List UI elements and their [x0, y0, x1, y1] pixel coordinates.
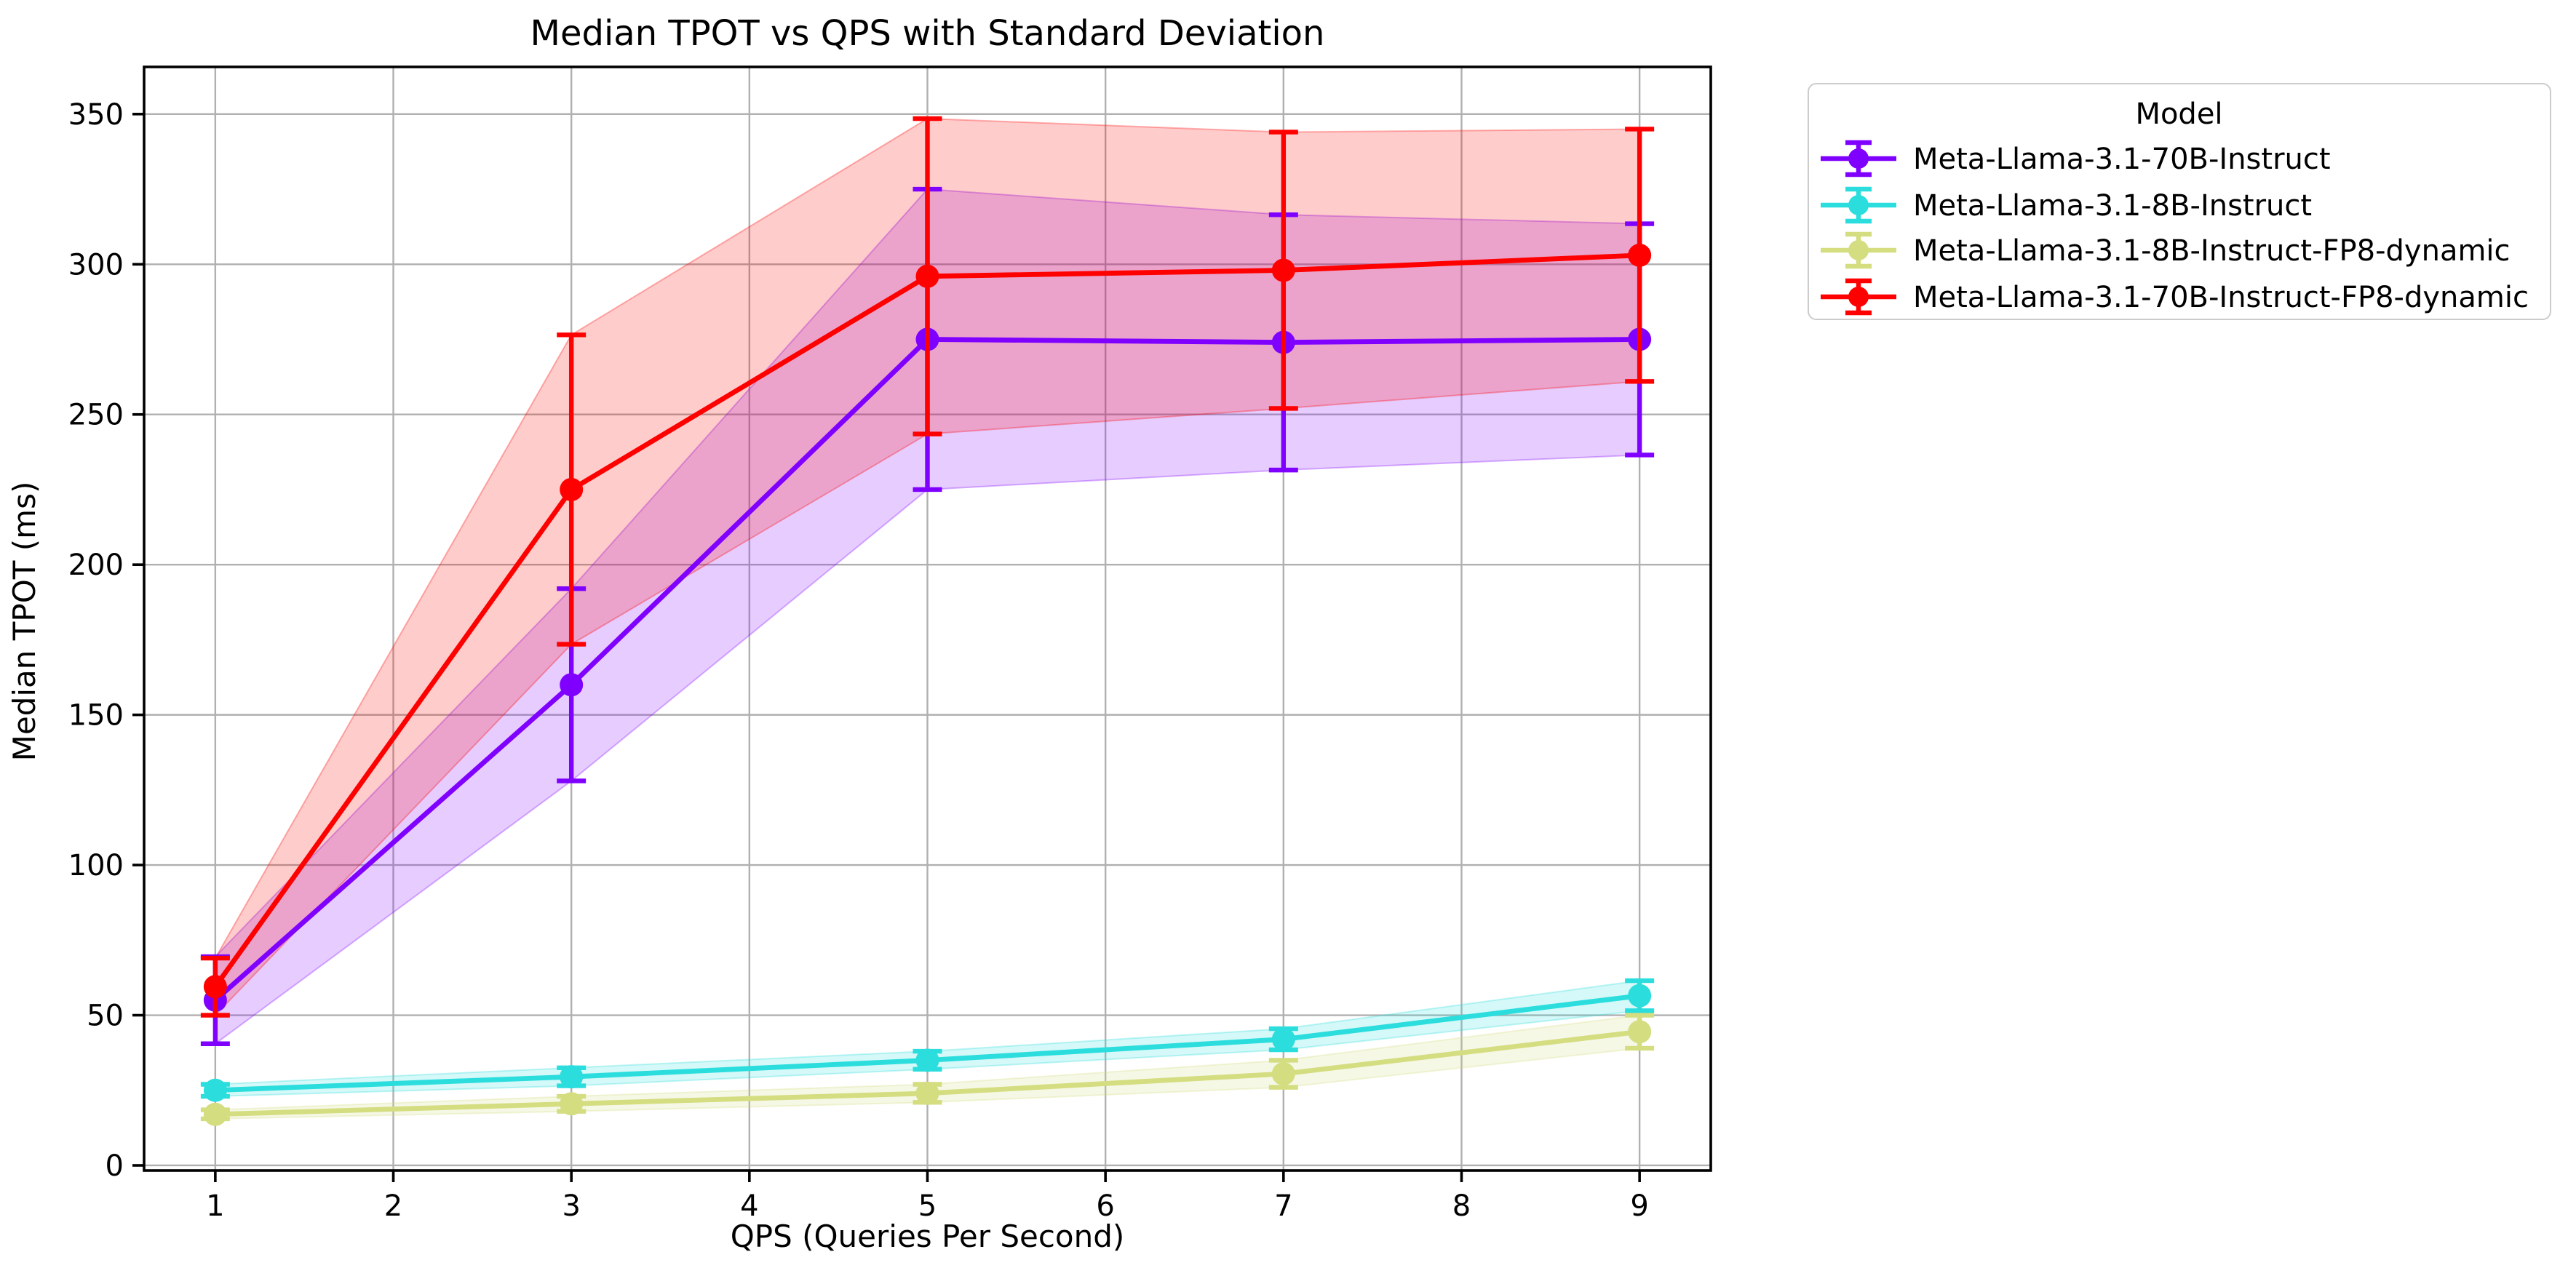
y-tick-label: 100	[68, 849, 124, 882]
x-tick-label: 5	[918, 1189, 937, 1223]
y-tick-label: 300	[68, 248, 124, 282]
data-point-marker	[915, 264, 939, 288]
x-tick-label: 6	[1096, 1189, 1114, 1223]
errorbar-key-icon	[1820, 232, 1896, 269]
data-point-marker	[560, 1065, 584, 1089]
data-point-marker	[1271, 258, 1295, 282]
y-axis-label: Median TPOT (ms)	[7, 481, 42, 762]
y-tick-label: 200	[68, 549, 124, 582]
data-point-marker	[560, 673, 584, 697]
legend-item: Meta-Llama-3.1-70B-Instruct	[1808, 136, 2550, 182]
errorbar-key-icon	[1820, 186, 1896, 223]
data-point-marker	[203, 1078, 227, 1102]
data-point-marker	[1271, 1062, 1295, 1086]
data-point-marker	[1271, 1027, 1295, 1051]
data-point-marker	[915, 1081, 939, 1105]
x-tick-label: 2	[384, 1189, 402, 1223]
y-tick-label: 0	[106, 1149, 124, 1183]
data-point-marker	[560, 477, 584, 501]
y-tick-label: 50	[87, 1000, 124, 1033]
legend-item-label: Meta-Llama-3.1-8B-Instruct	[1913, 187, 2313, 223]
data-point-marker	[203, 1102, 227, 1126]
x-tick-label: 7	[1274, 1189, 1292, 1223]
legend-item-label: Meta-Llama-3.1-70B-Instruct-FP8-dynamic	[1913, 279, 2529, 314]
data-point-marker	[560, 1092, 584, 1116]
data-point-marker	[203, 975, 227, 999]
y-tick-label: 350	[68, 98, 124, 132]
x-tick-label: 3	[562, 1189, 580, 1223]
data-point-marker	[915, 1048, 939, 1072]
data-point-marker	[1628, 984, 1652, 1008]
legend-item: Meta-Llama-3.1-8B-Instruct	[1808, 182, 2550, 228]
legend-item-label: Meta-Llama-3.1-8B-Instruct-FP8-dynamic	[1913, 233, 2511, 268]
x-tick-label: 1	[206, 1189, 224, 1223]
legend: Model Meta-Llama-3.1-70B-Instruct Meta-Ll…	[1807, 82, 2551, 320]
legend-item: Meta-Llama-3.1-8B-Instruct-FP8-dynamic	[1808, 228, 2550, 274]
y-tick-label: 150	[68, 699, 124, 733]
x-axis-label: QPS (Queries Per Second)	[730, 1219, 1125, 1254]
data-point-marker	[1628, 243, 1652, 267]
x-tick-label: 8	[1452, 1189, 1471, 1223]
y-tick-label: 250	[68, 399, 124, 432]
errorbar-key-icon	[1820, 278, 1896, 315]
x-tick-label: 9	[1630, 1189, 1648, 1223]
legend-item-label: Meta-Llama-3.1-70B-Instruct	[1913, 141, 2331, 177]
x-tick-label: 4	[740, 1189, 758, 1223]
chart-title: Median TPOT vs QPS with Standard Deviati…	[530, 13, 1325, 54]
legend-items: Meta-Llama-3.1-70B-Instruct Meta-Llama-3.…	[1808, 136, 2550, 319]
errorbar-key-icon	[1820, 140, 1896, 178]
data-point-marker	[1628, 1020, 1652, 1044]
legend-title: Model	[2135, 95, 2223, 130]
legend-item: Meta-Llama-3.1-70B-Instruct-FP8-dynamic	[1808, 274, 2550, 319]
